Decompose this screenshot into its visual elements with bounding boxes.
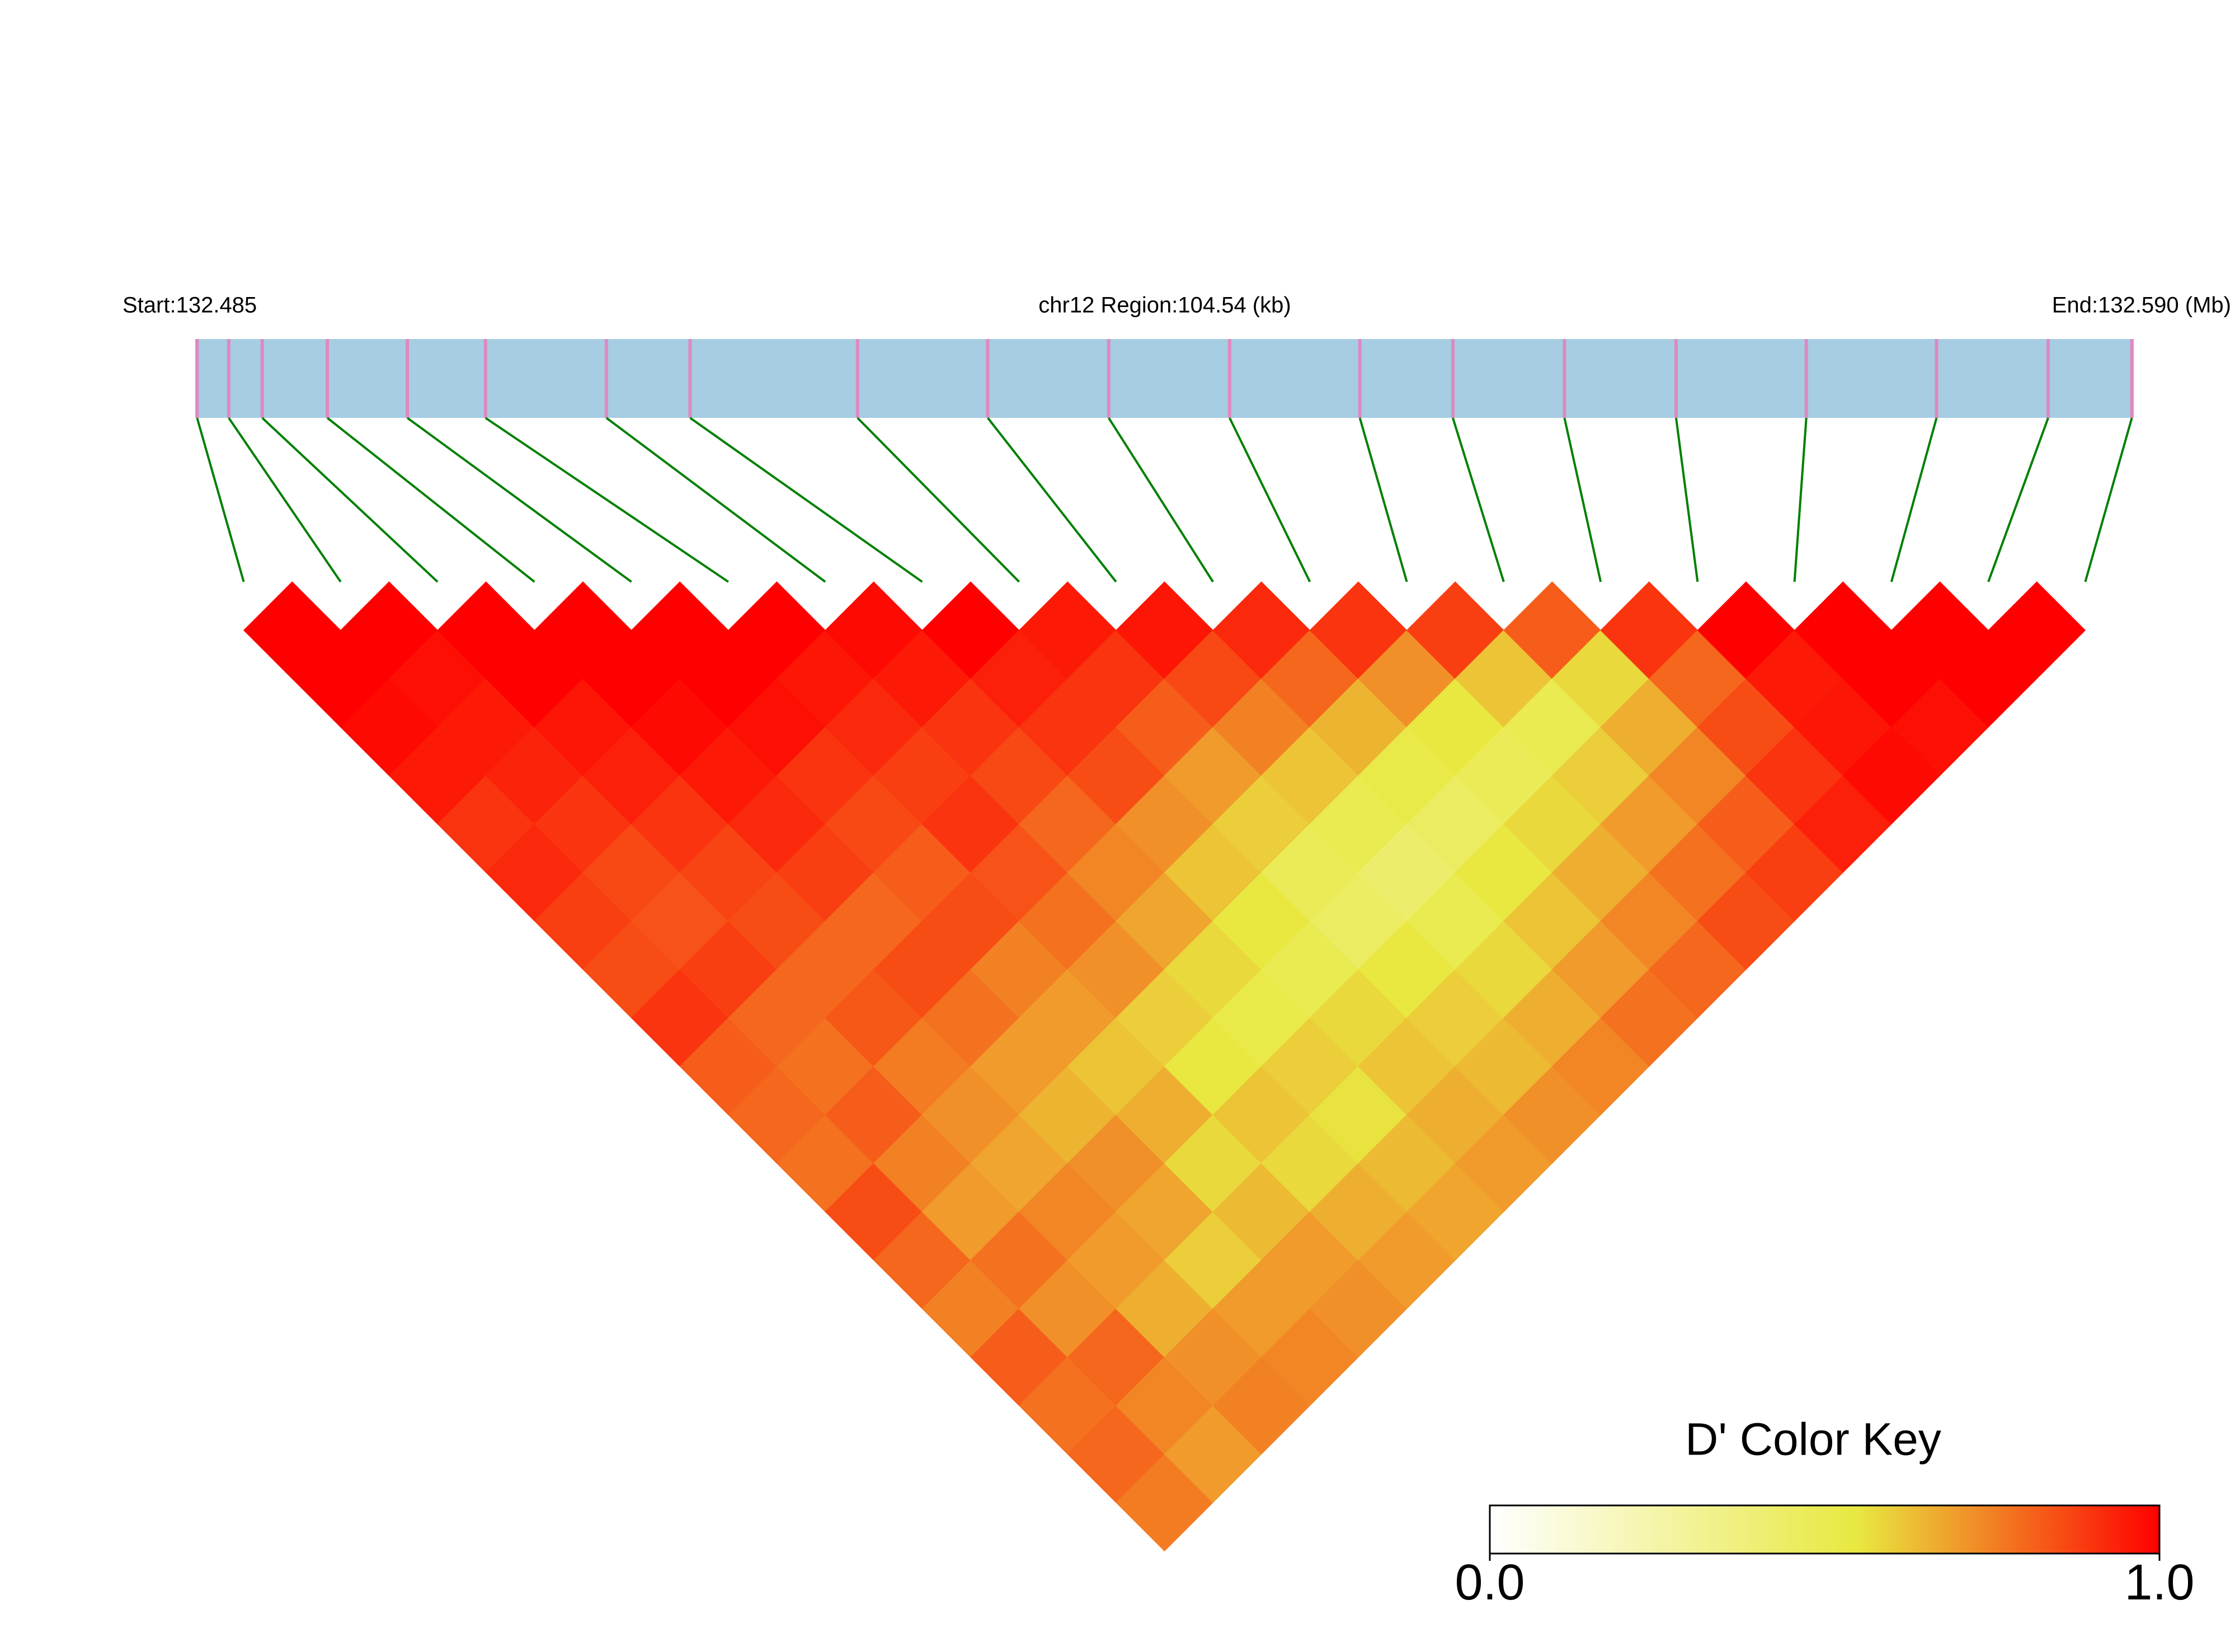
- ld-cell: [1988, 581, 2086, 679]
- snp-link: [1793, 417, 1808, 582]
- snp-link: [1563, 417, 1602, 582]
- color-key: [1489, 1504, 2161, 1555]
- snp-link: [484, 417, 729, 583]
- snp-link: [406, 417, 632, 583]
- key-tick-label: 0.0: [1455, 1555, 1524, 1611]
- snp-link: [857, 417, 1020, 583]
- snp-link: [1108, 417, 1214, 583]
- snp-link: [326, 417, 535, 583]
- key-title: D' Color Key: [1685, 1414, 1941, 1465]
- snp-strip: [195, 339, 2134, 418]
- snp-link: [1358, 417, 1408, 582]
- snp-link: [1229, 417, 1311, 582]
- snp-link: [1452, 417, 1505, 582]
- snp-link: [1674, 417, 1699, 582]
- snp-link: [1890, 417, 1938, 582]
- snp-link: [228, 417, 342, 583]
- snp-link: [1987, 417, 2049, 582]
- end-label: End:132.590 (Mb): [2052, 293, 2231, 318]
- key-tick-label: 1.0: [2124, 1555, 2194, 1611]
- snp-link: [261, 417, 439, 583]
- snp-link: [987, 417, 1117, 583]
- start-label: Start:132.485: [123, 293, 257, 318]
- region-label: chr12 Region:104.54 (kb): [1038, 293, 1291, 318]
- snp-link: [689, 417, 923, 583]
- snp-link: [196, 417, 245, 582]
- snp-link: [2084, 417, 2133, 582]
- snp-link: [605, 417, 826, 583]
